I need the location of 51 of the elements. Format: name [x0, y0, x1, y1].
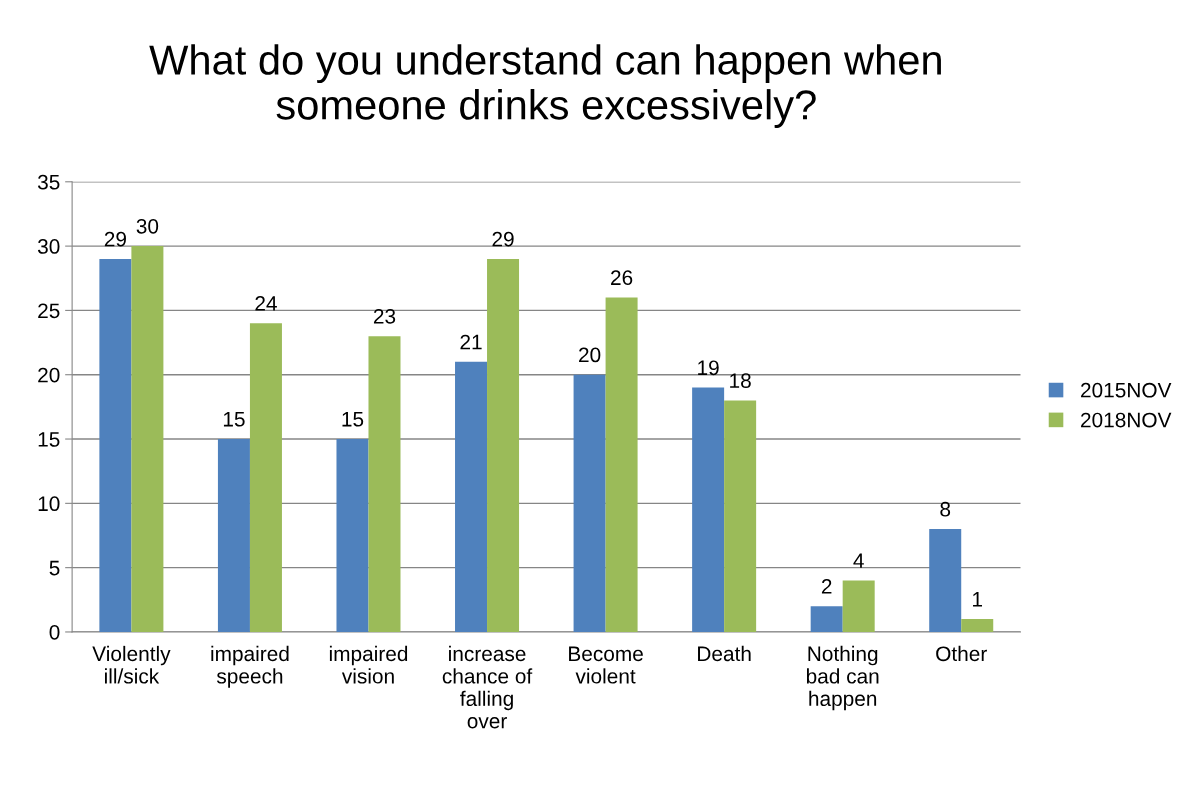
legend-label: 2015NOV — [1081, 382, 1172, 398]
y-tick-label: 5 — [49, 560, 60, 576]
x-tick-label: Become violent — [569, 646, 643, 684]
x-tick-label: Other — [936, 645, 987, 662]
data-label: 26 — [611, 270, 633, 286]
y-tick-label: 10 — [38, 496, 60, 512]
bar — [605, 297, 638, 632]
x-tick-label: Nothing bad can happen — [806, 645, 879, 711]
bar — [487, 258, 520, 632]
bar — [336, 439, 369, 632]
data-label: 19 — [698, 360, 719, 376]
data-label: 15 — [223, 412, 245, 427]
x-tick-label: Death — [698, 645, 751, 662]
x-tick-label: impaired speech — [211, 645, 289, 688]
bar — [724, 400, 757, 632]
y-tick-label: 15 — [38, 432, 60, 447]
bar — [455, 361, 488, 632]
chart-title: What do you understand can happen when someone drinks excessively? — [149, 44, 941, 128]
bar — [929, 529, 962, 632]
legend-label: 2018NOV — [1081, 412, 1172, 428]
bar — [131, 246, 164, 632]
x-tick-label: impaired vision — [329, 645, 408, 684]
data-label: 24 — [255, 296, 277, 311]
data-label: 1 — [973, 592, 983, 607]
bar — [810, 606, 843, 632]
y-tick-label: 0 — [49, 624, 60, 640]
bar — [249, 323, 282, 632]
data-label: 23 — [373, 308, 396, 324]
data-label: 29 — [492, 231, 514, 247]
data-label: 20 — [579, 347, 601, 363]
y-tick-label: 35 — [37, 174, 60, 190]
bar — [692, 387, 725, 632]
bar — [99, 258, 132, 632]
data-label: 2 — [821, 579, 832, 594]
y-tick-label: 20 — [38, 367, 60, 383]
data-label: 15 — [342, 412, 364, 427]
data-label: 8 — [940, 501, 951, 517]
y-tick-label: 30 — [37, 239, 60, 254]
x-tick-label: Violently ill/sick — [92, 645, 171, 684]
y-tick-label: 25 — [38, 303, 60, 319]
data-label: 29 — [104, 231, 126, 247]
x-tick-label: increase chance of falling over — [442, 645, 533, 729]
data-label: 18 — [730, 373, 751, 388]
bar — [961, 619, 994, 632]
bar — [368, 336, 401, 632]
bar — [842, 580, 875, 632]
bar — [573, 374, 606, 632]
data-label: 4 — [853, 553, 864, 568]
bar — [217, 439, 250, 632]
data-label: 21 — [460, 334, 482, 350]
data-label: 30 — [136, 218, 159, 234]
